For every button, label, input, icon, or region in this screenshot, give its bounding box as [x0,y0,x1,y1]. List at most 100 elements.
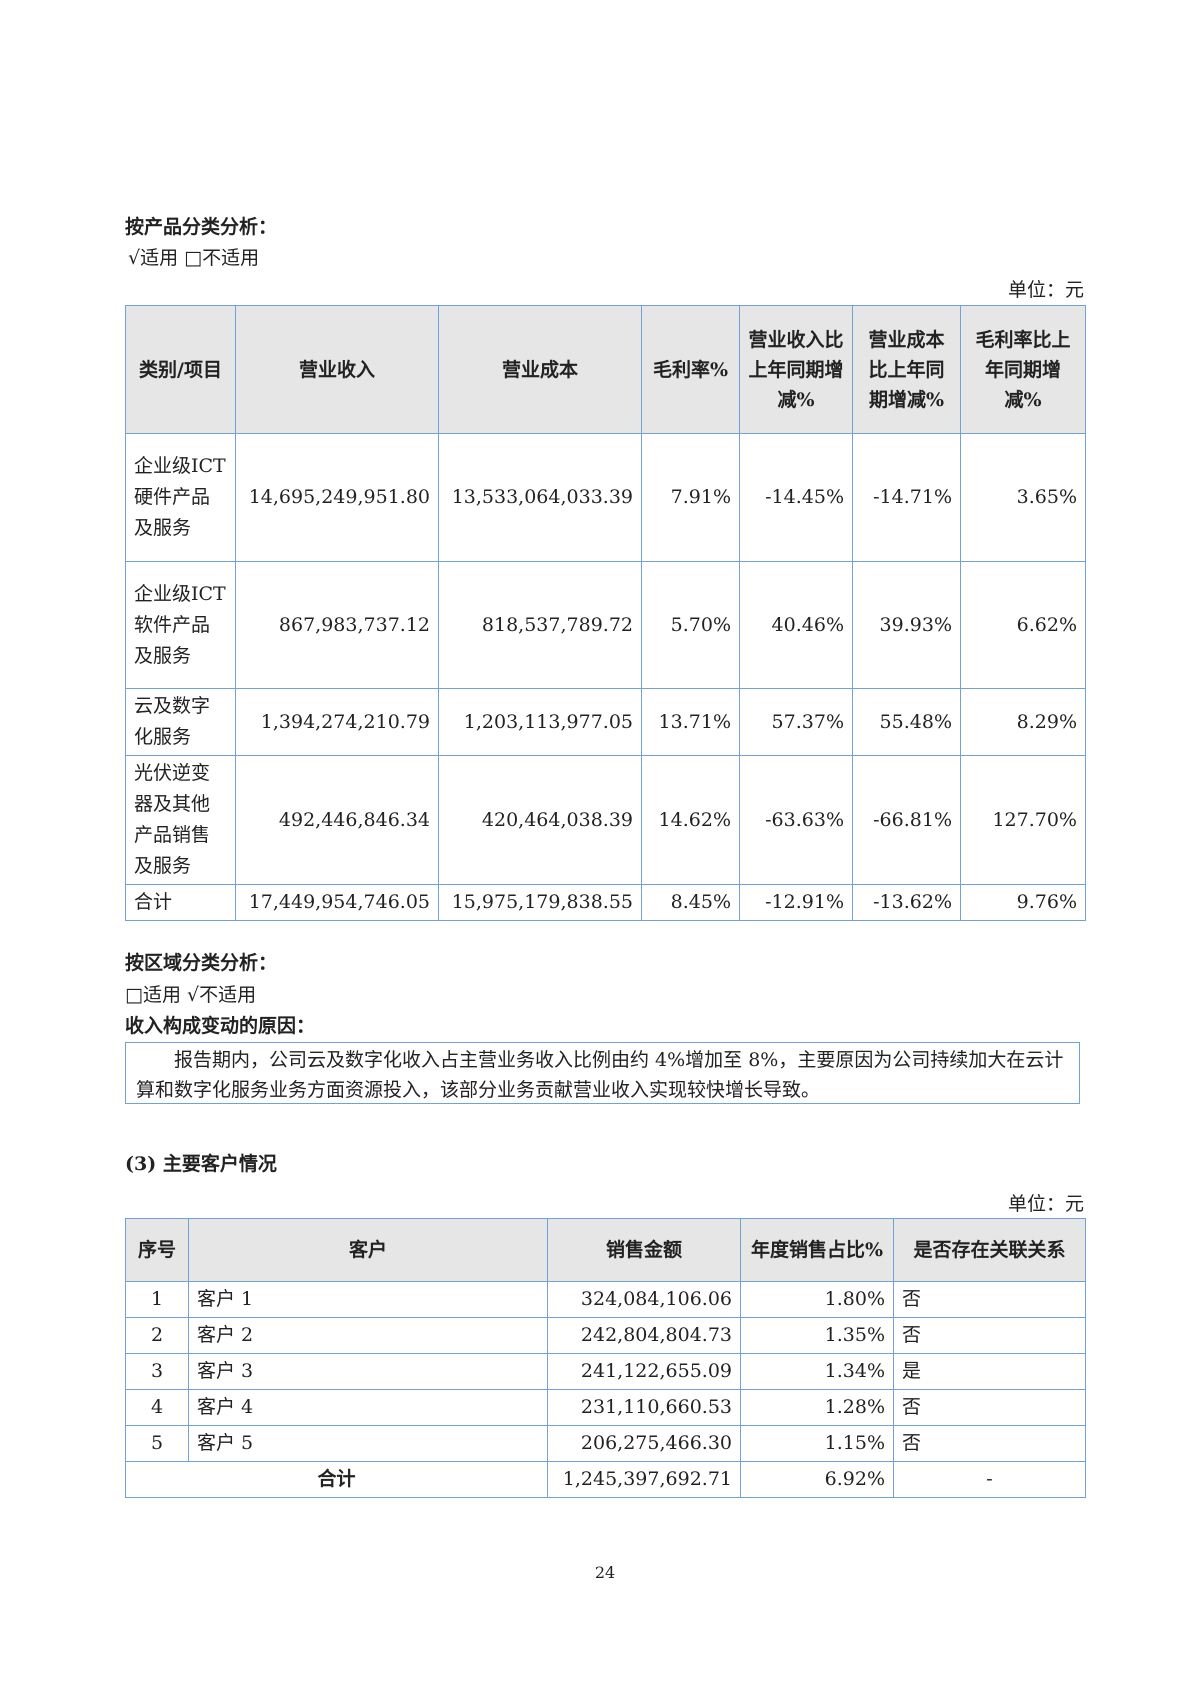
category-cell: 企业级ICT软件产品及服务 [125,561,236,689]
header-cell: 序号 [125,1218,189,1282]
category-cell: 合计 [125,884,236,921]
index-cell: 1 [125,1281,189,1318]
customer-cell: 客户 3 [188,1353,548,1390]
header-cell: 营业收入比上年同期增减% [739,305,853,434]
margin-change-cell: 9.76% [960,884,1086,921]
table-row: 1 客户 1 324,084,106.06 1.80% 否 [125,1281,1086,1318]
product-table: 类别/项目 营业收入 营业成本 毛利率% 营业收入比上年同期增减% 营业成本比上… [125,305,1086,921]
customer-section-title: (3) 主要客户情况 [125,1153,277,1175]
header-cell: 毛利率% [641,305,740,434]
header-cell: 营业收入 [235,305,439,434]
header-cell: 营业成本 [438,305,642,434]
total-row: 合计 1,245,397,692.71 6.92% - [125,1461,1086,1498]
index-cell: 3 [125,1353,189,1390]
cost-change-cell: 55.48% [852,688,961,756]
unit-label: 单位：元 [1007,1193,1084,1215]
header-cell: 客户 [188,1218,548,1282]
category-cell: 云及数字化服务 [125,688,236,756]
customer-table: 序号 客户 销售金额 年度销售占比% 是否存在关联关系 1 客户 1 324,084… [125,1218,1086,1498]
region-section-title: 按区域分类分析： [125,952,278,974]
margin-change-cell: 6.62% [960,561,1086,689]
region-applicability: □适用 √不适用 [125,984,257,1006]
related-cell: 是 [893,1353,1086,1390]
cost-change-cell: -14.71% [852,433,961,562]
table-header-row: 类别/项目 营业收入 营业成本 毛利率% 营业收入比上年同期增减% 营业成本比上… [125,305,1086,434]
related-cell: 否 [893,1281,1086,1318]
revenue-change-cell: -63.63% [739,755,853,885]
amount-cell: 206,275,466.30 [547,1425,741,1462]
related-cell: 否 [893,1389,1086,1426]
customer-cell: 客户 4 [188,1389,548,1426]
cost-cell: 1,203,113,977.05 [438,688,642,756]
revenue-change-cell: 40.46% [739,561,853,689]
customer-cell: 客户 1 [188,1281,548,1318]
amount-cell: 242,804,804.73 [547,1317,741,1354]
ratio-cell: 1.80% [740,1281,894,1318]
amount-cell: 231,110,660.53 [547,1389,741,1426]
ratio-cell: 1.35% [740,1317,894,1354]
margin-cell: 8.45% [641,884,740,921]
margin-cell: 5.70% [641,561,740,689]
header-cell: 是否存在关联关系 [893,1218,1086,1282]
table-row: 云及数字化服务 1,394,274,210.79 1,203,113,977.0… [125,688,1086,756]
table-header-row: 序号 客户 销售金额 年度销售占比% 是否存在关联关系 [125,1218,1086,1282]
revenue-cell: 17,449,954,746.05 [235,884,439,921]
index-cell: 4 [125,1389,189,1426]
cost-change-cell: 39.93% [852,561,961,689]
header-cell: 类别/项目 [125,305,236,434]
cost-change-cell: -13.62% [852,884,961,921]
total-row: 合计 17,449,954,746.05 15,975,179,838.55 8… [125,884,1086,921]
table-row: 5 客户 5 206,275,466.30 1.15% 否 [125,1425,1086,1462]
table-row: 企业级ICT软件产品及服务 867,983,737.12 818,537,789… [125,561,1086,689]
total-amount: 1,245,397,692.71 [547,1461,741,1498]
index-cell: 2 [125,1317,189,1354]
category-cell: 企业级ICT硬件产品及服务 [125,433,236,562]
ratio-cell: 1.15% [740,1425,894,1462]
product-applicability: √适用 □不适用 [128,247,260,269]
reason-section-title: 收入构成变动的原因： [125,1015,316,1037]
table-row: 企业级ICT硬件产品及服务 14,695,249,951.80 13,533,0… [125,433,1086,562]
margin-cell: 13.71% [641,688,740,756]
ratio-cell: 1.28% [740,1389,894,1426]
related-cell: 否 [893,1317,1086,1354]
total-ratio: 6.92% [740,1461,894,1498]
header-cell: 毛利率比上年同期增减% [960,305,1086,434]
reason-text: 报告期内，公司云及数字化收入占主营业务收入比例由约 4%增加至 8%，主要原因为… [136,1049,1064,1101]
table-row: 光伏逆变器及其他产品销售及服务 492,446,846.34 420,464,0… [125,755,1086,885]
cost-cell: 818,537,789.72 [438,561,642,689]
amount-cell: 324,084,106.06 [547,1281,741,1318]
reason-box: 报告期内，公司云及数字化收入占主营业务收入比例由约 4%增加至 8%，主要原因为… [125,1042,1080,1104]
amount-cell: 241,122,655.09 [547,1353,741,1390]
related-cell: 否 [893,1425,1086,1462]
margin-change-cell: 8.29% [960,688,1086,756]
revenue-change-cell: -12.91% [739,884,853,921]
margin-cell: 14.62% [641,755,740,885]
ratio-cell: 1.34% [740,1353,894,1390]
table-row: 2 客户 2 242,804,804.73 1.35% 否 [125,1317,1086,1354]
revenue-change-cell: 57.37% [739,688,853,756]
margin-change-cell: 3.65% [960,433,1086,562]
unit-label: 单位：元 [1007,279,1084,301]
cost-change-cell: -66.81% [852,755,961,885]
revenue-cell: 867,983,737.12 [235,561,439,689]
table-row: 3 客户 3 241,122,655.09 1.34% 是 [125,1353,1086,1390]
revenue-change-cell: -14.45% [739,433,853,562]
product-section-title: 按产品分类分析： [125,216,278,238]
header-cell: 销售金额 [547,1218,741,1282]
page-number: 24 [594,1563,616,1582]
revenue-cell: 14,695,249,951.80 [235,433,439,562]
revenue-cell: 492,446,846.34 [235,755,439,885]
cost-cell: 420,464,038.39 [438,755,642,885]
cost-cell: 13,533,064,033.39 [438,433,642,562]
cost-cell: 15,975,179,838.55 [438,884,642,921]
customer-cell: 客户 5 [188,1425,548,1462]
total-label: 合计 [125,1461,548,1498]
customer-cell: 客户 2 [188,1317,548,1354]
margin-cell: 7.91% [641,433,740,562]
total-related: - [893,1461,1086,1498]
header-cell: 营业成本比上年同期增减% [852,305,961,434]
category-cell: 光伏逆变器及其他产品销售及服务 [125,755,236,885]
header-cell: 年度销售占比% [740,1218,894,1282]
revenue-cell: 1,394,274,210.79 [235,688,439,756]
